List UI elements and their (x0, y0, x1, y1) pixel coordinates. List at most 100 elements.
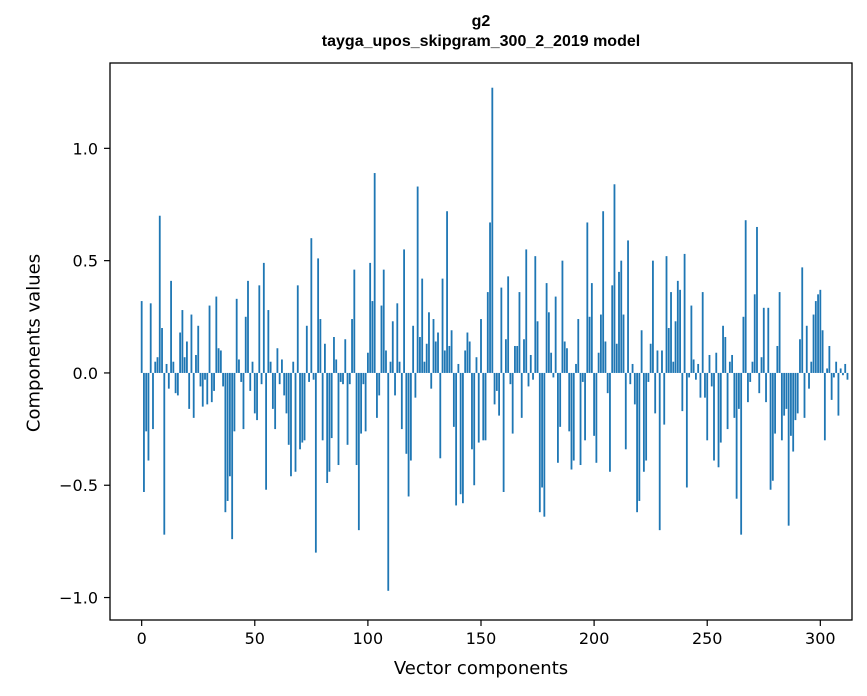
bar-144 (466, 332, 469, 373)
bar-79 (319, 319, 322, 373)
bar-296 (810, 361, 813, 373)
bar-81 (324, 343, 326, 373)
bar-274 (760, 357, 763, 373)
bar-67 (292, 361, 295, 373)
bar-16 (176, 372, 179, 396)
bar-0 (140, 301, 143, 373)
bar-304 (828, 345, 831, 373)
bar-9 (161, 328, 163, 373)
bar-220 (638, 372, 641, 501)
bar-275 (762, 307, 765, 373)
bar-19 (183, 357, 186, 373)
bar-43 (238, 359, 240, 373)
bar-292 (801, 267, 804, 373)
bar-63 (283, 372, 286, 396)
bar-152 (484, 372, 487, 441)
bar-64 (285, 372, 288, 414)
bar-223 (645, 372, 648, 461)
bar-232 (665, 256, 668, 373)
bar-299 (817, 294, 819, 373)
bar-51 (256, 372, 258, 421)
bar-259 (726, 372, 729, 430)
bar-227 (654, 372, 657, 414)
bar-289 (794, 372, 797, 421)
bar-135 (446, 211, 448, 373)
bar-55 (265, 372, 267, 490)
bar-69 (296, 285, 299, 373)
bar-218 (633, 372, 636, 405)
bar-224 (647, 372, 650, 382)
x-tick-label: 300 (805, 629, 836, 648)
bar-189 (568, 372, 571, 432)
bar-52 (258, 285, 261, 373)
bar-272 (756, 226, 758, 373)
bar-301 (821, 330, 824, 373)
bar-120 (412, 325, 415, 373)
bar-230 (661, 350, 663, 373)
bar-24 (195, 354, 197, 373)
y-axis-ticks: −1.0 −0.5 0.0 0.5 1.0 (59, 139, 110, 608)
bar-114 (398, 361, 401, 373)
bar-17 (179, 332, 182, 373)
bar-110 (389, 361, 392, 373)
bar-132 (439, 372, 442, 459)
bar-260 (728, 361, 731, 373)
bar-153 (486, 292, 489, 373)
bar-72 (303, 372, 306, 441)
x-tick-label: 200 (579, 629, 610, 648)
bar-249 (704, 372, 706, 398)
bar-18 (181, 310, 184, 373)
bar-128 (430, 372, 433, 389)
bar-134 (443, 350, 446, 373)
bar-290 (796, 372, 799, 414)
bar-58 (271, 372, 274, 409)
x-tick-label: 50 (245, 629, 265, 648)
bar-251 (708, 354, 711, 373)
bar-105 (378, 372, 381, 396)
bar-194 (579, 372, 582, 466)
bar-216 (629, 372, 632, 385)
bar-307 (835, 361, 838, 373)
bar-142 (462, 372, 464, 504)
bar-147 (473, 372, 476, 486)
bar-210 (615, 343, 618, 373)
bar-198 (588, 316, 591, 373)
bar-297 (812, 314, 815, 373)
x-tick-label: 250 (692, 629, 723, 648)
y-tick-label: 0.0 (73, 364, 98, 383)
bar-193 (577, 319, 580, 373)
bar-226 (652, 260, 654, 373)
bar-219 (636, 372, 638, 513)
bar-78 (317, 258, 320, 373)
bar-284 (783, 372, 786, 416)
bar-100 (366, 352, 369, 373)
bar-196 (584, 372, 586, 441)
bar-36 (222, 372, 225, 387)
bar-series (140, 87, 849, 591)
bar-159 (500, 287, 503, 373)
bar-281 (776, 345, 779, 373)
bar-5 (152, 372, 154, 430)
bar-77 (314, 372, 317, 553)
bar-268 (747, 372, 749, 403)
bar-68 (294, 372, 297, 472)
bar-250 (706, 372, 709, 441)
bar-279 (771, 372, 774, 481)
bar-163 (509, 372, 512, 385)
chart-subtitle: tayga_upos_skipgram_300_2_2019 model (321, 33, 641, 50)
bar-65 (287, 372, 290, 445)
bar-190 (570, 372, 573, 470)
bar-157 (495, 372, 498, 391)
bar-207 (609, 372, 611, 472)
bar-221 (640, 330, 643, 373)
bar-209 (613, 184, 616, 373)
bar-76 (312, 372, 315, 380)
bar-71 (301, 372, 304, 443)
bar-140 (457, 363, 460, 373)
bar-217 (631, 363, 634, 373)
bar-117 (405, 372, 408, 454)
bar-25 (197, 325, 200, 373)
bar-96 (357, 372, 360, 531)
bar-233 (667, 328, 670, 373)
